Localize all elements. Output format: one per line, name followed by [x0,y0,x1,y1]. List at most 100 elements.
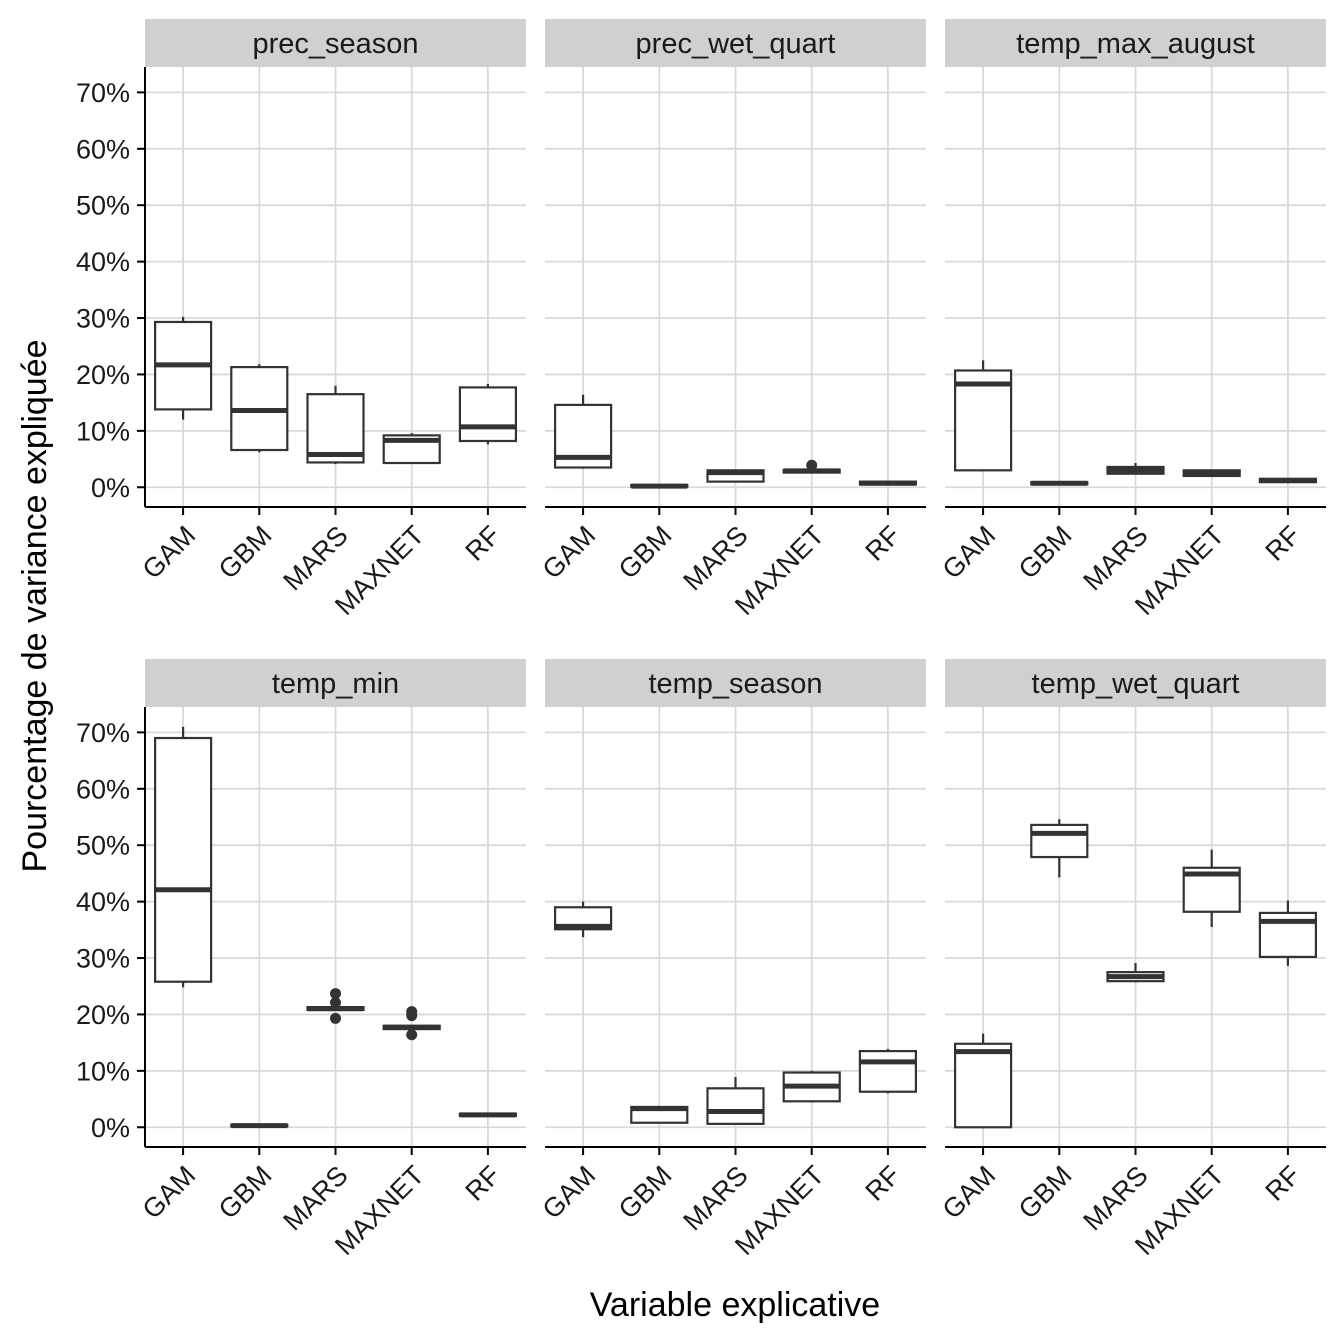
box-GAM [953,360,1013,472]
box-iqr [953,369,1013,472]
y-axis-title: Pourcentage de variance expliquée [16,339,54,872]
box-MARS [306,988,365,1024]
x-tick-label: RF [1259,520,1306,567]
y-tick-label: 20% [76,1000,130,1030]
axes [945,1146,1326,1155]
box-MARS [1106,963,1165,983]
x-tick-label: RF [859,1160,906,1207]
facet-strip: temp_season [545,659,926,707]
axes [545,506,926,515]
x-tick-label: MARS [677,1160,753,1236]
x-tick-label: GBM [613,520,678,585]
facet-strip: temp_max_august [945,19,1326,67]
box-RF [1258,900,1318,966]
box-GBM [230,364,289,453]
facet-strip-label: temp_season [648,668,822,700]
y-tick-label: 20% [76,360,130,390]
facet-strip-label: temp_wet_quart [1032,668,1240,700]
x-tick-label: GAM [537,520,602,585]
box-MARS [306,385,365,465]
y-tick-label: 0% [91,1113,130,1143]
box-iqr [858,1050,918,1093]
y-tick-label: 30% [76,304,130,334]
x-tick-label: GAM [137,520,202,585]
box-iqr [553,906,613,931]
facet-strip-background [145,19,526,67]
facet-strip-background [545,19,926,67]
facet-strip: temp_min [145,659,526,707]
outlier-point [406,1006,418,1018]
box-GAM [553,901,613,938]
box-iqr [458,386,517,443]
box-RF [458,384,517,445]
facet-strip-background [545,659,926,707]
y-tick-label: 40% [76,247,130,277]
x-tick-label: MARS [677,520,753,596]
box-MARS [706,469,765,483]
box-MAXNET [1182,469,1241,478]
x-tick-label: GBM [1013,520,1078,585]
outlier-point [806,459,818,471]
box-MAXNET [382,433,441,465]
x-tick-label: RF [459,520,506,567]
box-GAM [953,1033,1013,1129]
box-RF [858,1048,918,1094]
outlier-point [330,1012,341,1024]
box-MARS [706,1077,765,1125]
outlier-point [330,997,341,1009]
x-tick-label: GAM [537,1160,602,1225]
y-tick-label: 30% [76,944,130,974]
axes [945,506,1326,515]
y-tick-label: 60% [76,134,130,164]
box-MAXNET [782,1070,841,1103]
x-tick-label: GAM [937,520,1002,585]
x-tick-label: GAM [137,1160,202,1225]
x-tick-label: GBM [213,1160,278,1225]
x-tick-label: MARS [1077,520,1153,596]
facet-strip-background [945,19,1326,67]
box-GBM [630,1105,689,1124]
facet-strip-background [945,659,1326,707]
box-GBM [1030,819,1089,878]
box-RF [858,480,918,486]
facet-strip: temp_wet_quart [945,659,1326,707]
box-iqr [1030,823,1089,859]
box-iqr [953,1042,1013,1129]
box-iqr [306,393,365,464]
facet-strip: prec_wet_quart [545,19,926,67]
facet-strip-label: prec_wet_quart [636,28,836,60]
facet-strip: prec_season [145,19,526,67]
y-tick-label: 50% [76,831,130,861]
box-MAXNET [1182,849,1241,927]
outlier-point [330,988,341,1000]
y-tick-label: 60% [76,774,130,804]
x-tick-label: RF [859,520,906,567]
box-RF [458,1112,517,1118]
y-tick-label: 40% [76,887,130,917]
box-iqr [706,1087,765,1125]
x-tick-label: RF [459,1160,506,1207]
y-tick-label: 70% [76,718,130,748]
box-MAXNET [382,1006,441,1041]
x-tick-label: MARS [1077,1160,1153,1236]
facet-strip-label: temp_min [272,668,399,700]
box-GBM [1030,480,1089,486]
box-iqr [154,736,213,983]
box-MAXNET [782,459,841,474]
box-GAM [553,394,613,469]
x-tick-label: RF [1259,1160,1306,1207]
axes [137,707,526,1155]
x-axis-title: Variable explicative [590,1286,880,1324]
y-tick-label: 10% [76,416,130,446]
outlier-point [406,1029,418,1041]
x-tick-label: MARS [277,520,353,596]
y-tick-label: 10% [76,1056,130,1086]
box-GBM [630,483,689,489]
facet-strip-label: prec_season [252,28,418,60]
